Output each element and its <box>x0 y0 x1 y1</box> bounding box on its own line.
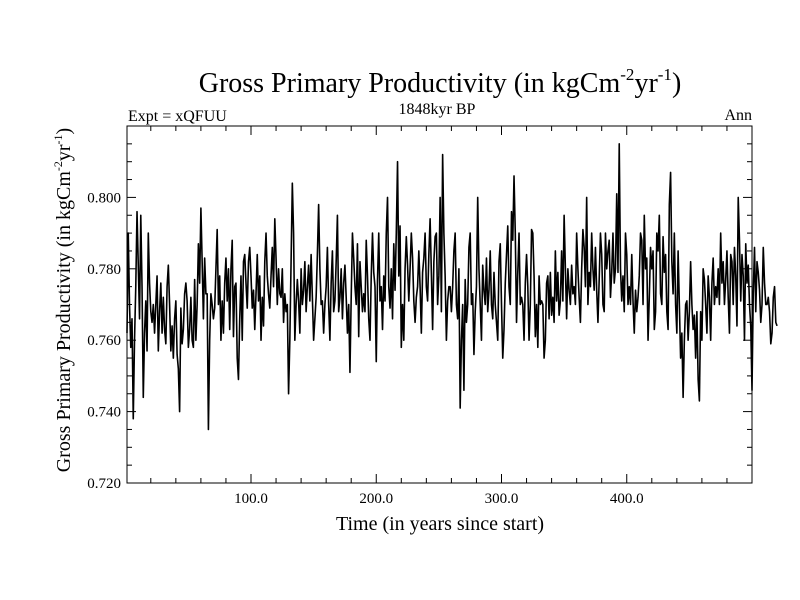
y-axis-label-sup1: -2 <box>51 161 65 171</box>
y-tick-label: 0.800 <box>87 190 121 206</box>
y-tick-label: 0.720 <box>87 476 121 492</box>
experiment-label: Expt = xQFUU <box>128 108 227 125</box>
y-axis-label-mid: yr <box>53 144 75 161</box>
chart-title: Gross Primary Productivity (in kgCm-2yr-… <box>199 65 682 99</box>
chart-title-sup1: -2 <box>620 65 634 84</box>
y-axis-label-sup2: -1 <box>51 134 65 144</box>
y-axis-label-close: ) <box>53 128 75 135</box>
x-axis-label: Time (in years since start) <box>336 513 544 535</box>
x-tick-label: 100.0 <box>234 491 268 507</box>
y-tick-label: 0.740 <box>87 405 121 421</box>
chart-title-close: ) <box>672 68 681 99</box>
x-tick-label: 200.0 <box>359 491 393 507</box>
season-label: Ann <box>724 107 752 124</box>
gpp-series-line <box>126 143 778 431</box>
chart-title-main: Gross Primary Productivity (in kgCm <box>199 68 621 99</box>
x-tick-label: 400.0 <box>610 491 644 507</box>
chart-title-sup2: -1 <box>658 65 672 84</box>
x-tick-label: 300.0 <box>485 491 519 507</box>
plot-frame <box>126 125 753 484</box>
y-axis-label-main: Gross Primary Productivity (in kgCm <box>53 171 75 473</box>
y-tick-label: 0.780 <box>87 262 121 278</box>
y-tick-label: 0.760 <box>87 333 121 349</box>
period-label: 1848kyr BP <box>399 101 476 118</box>
chart-title-mid: yr <box>634 68 658 99</box>
y-axis-label: Gross Primary Productivity (in kgCm-2yr-… <box>51 128 75 472</box>
axis-tick-labels: 100.0 200.0 300.0 400.0 0.720 0.740 0.760 0.780… <box>87 190 643 507</box>
